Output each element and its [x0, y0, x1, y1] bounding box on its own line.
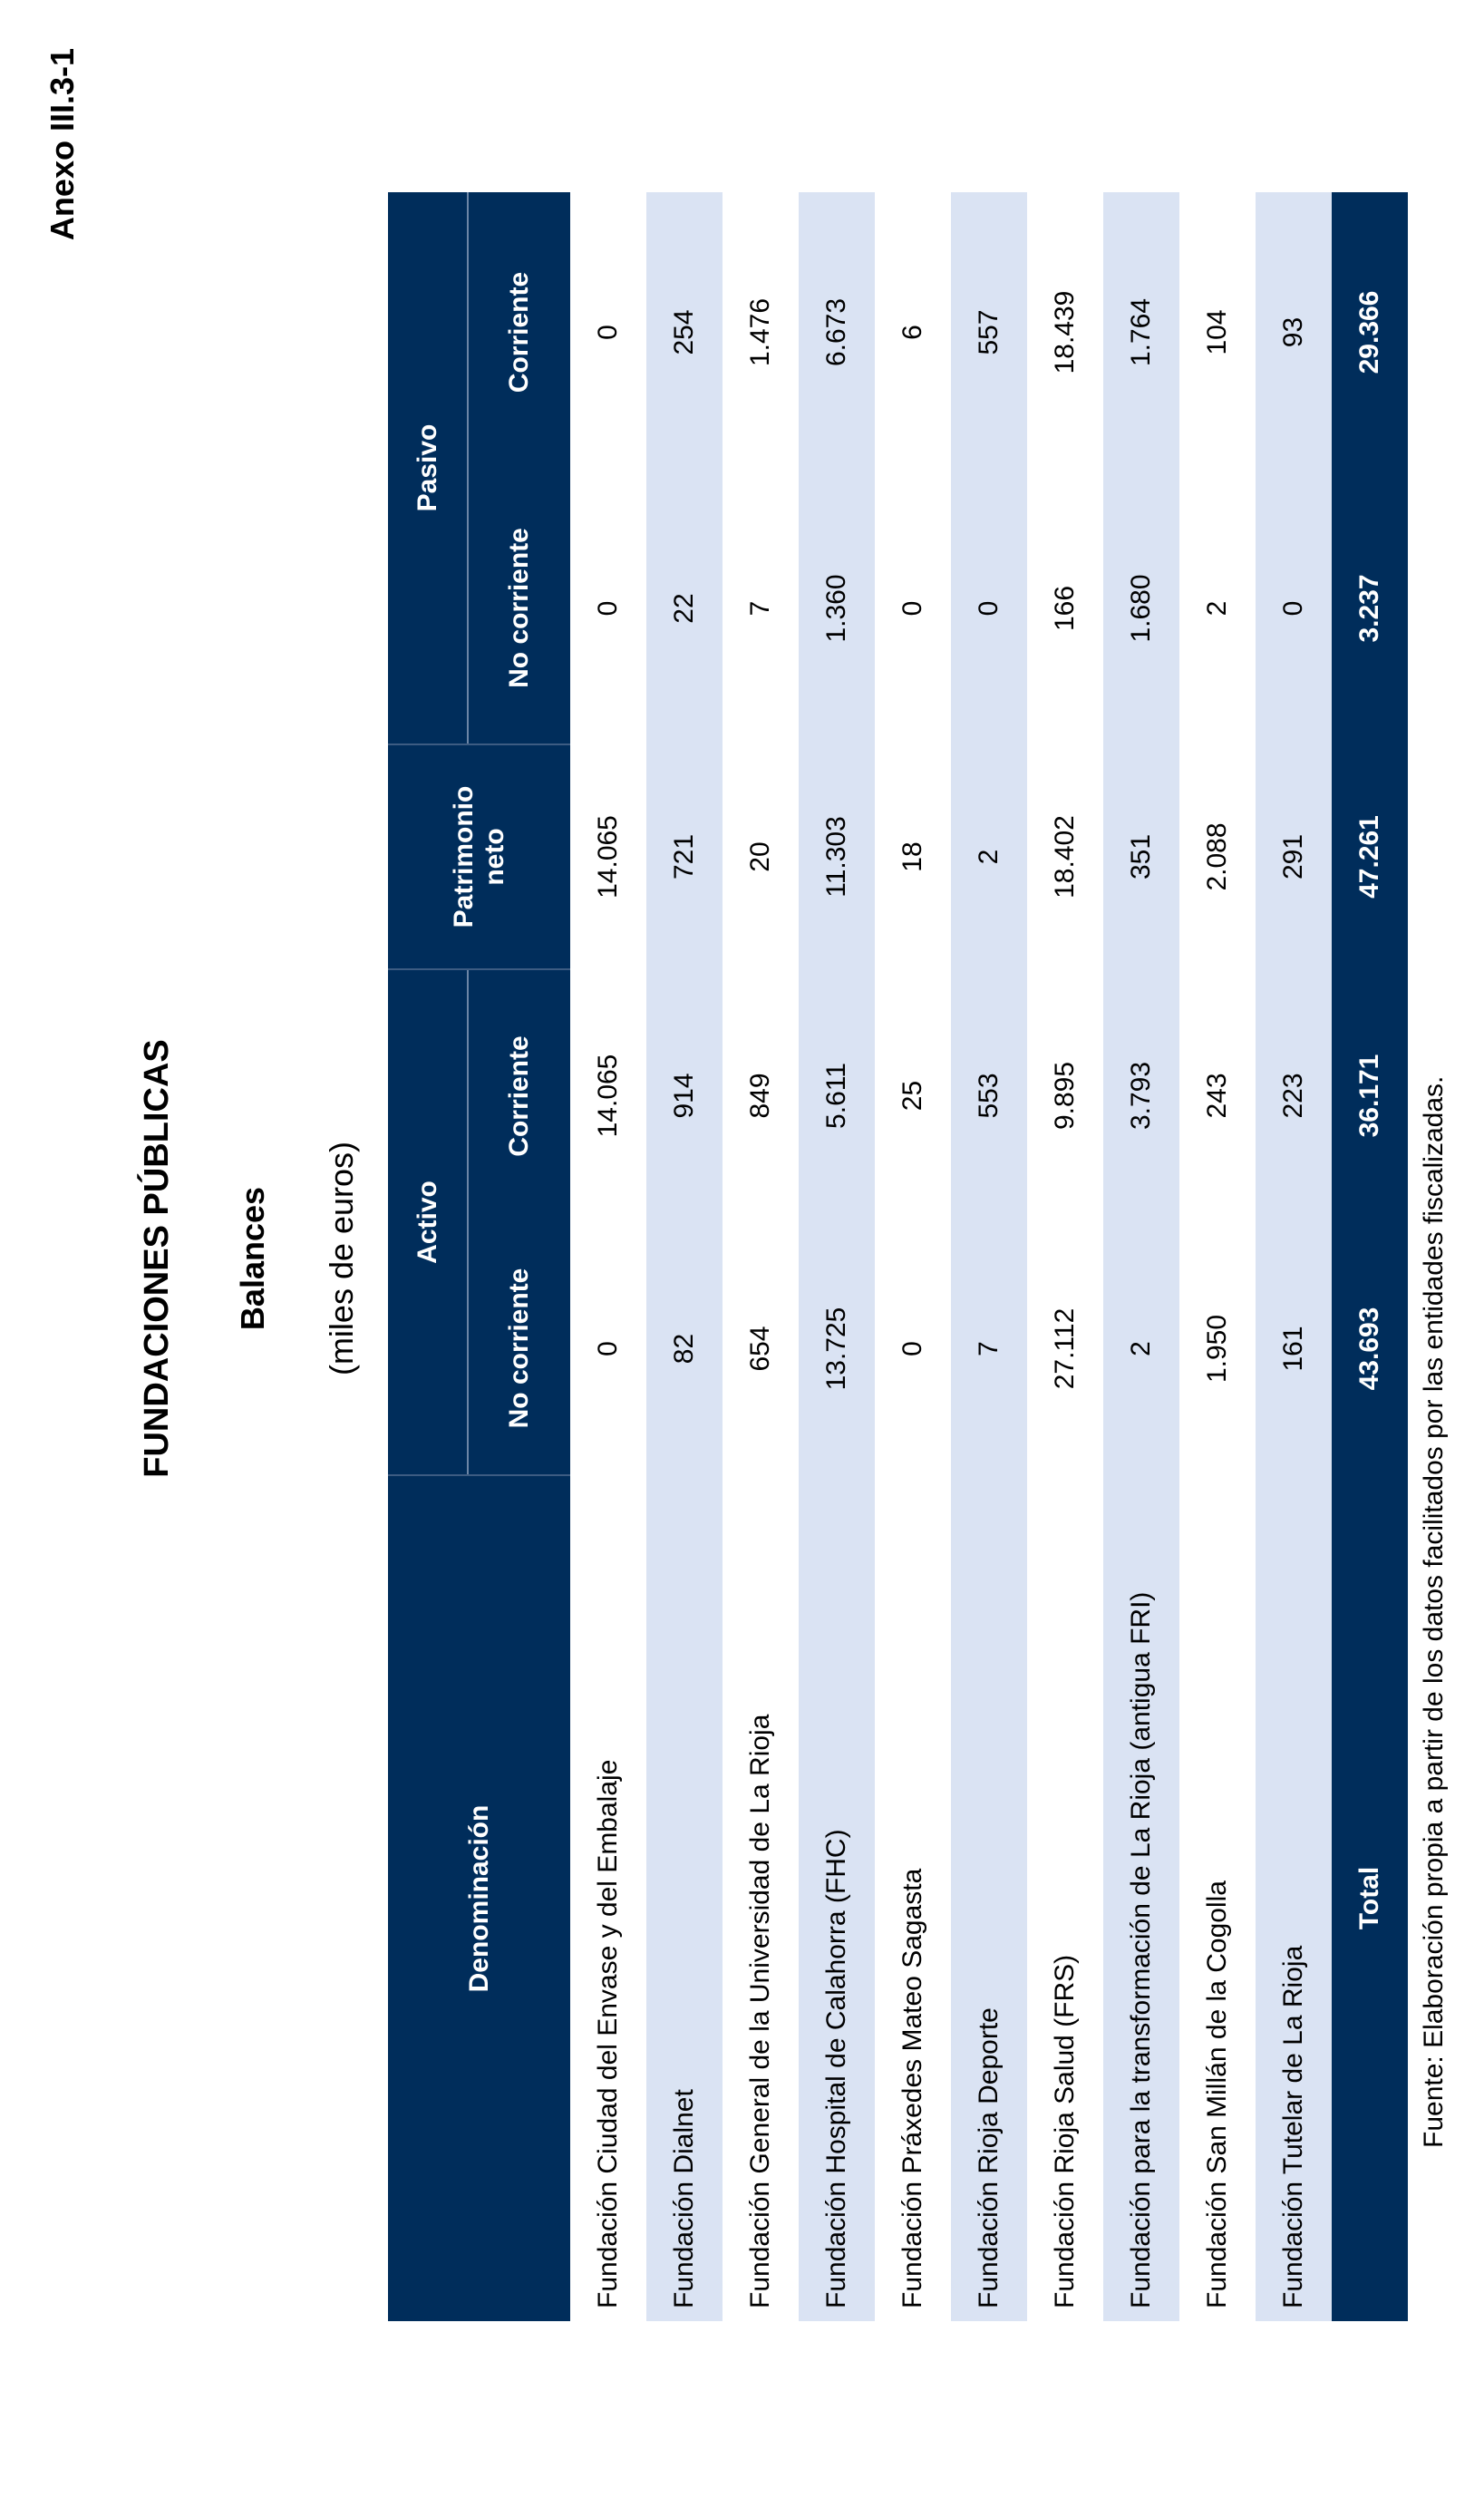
table-row: Fundación Rioja Deporte 7 553 2 0 557 — [951, 192, 1027, 2321]
name-cell: Fundación Rioja Salud (FRS) — [1050, 1954, 1080, 2308]
value-cell: 0 — [951, 472, 1027, 744]
value-cell: 1.360 — [799, 472, 875, 744]
total-value: 47.261 — [1332, 744, 1408, 969]
value-cell: 3.793 — [1103, 969, 1179, 1222]
value-cell: 18 — [897, 841, 927, 872]
name-cell: Fundación para la transformación de La R… — [1103, 1475, 1179, 2321]
total-value: 43.693 — [1332, 1222, 1408, 1475]
table-row: Fundación Tutelar de La Rioja 161 223 291 0 9… — [1256, 192, 1332, 2321]
value-cell: 166 — [1050, 585, 1080, 632]
value-cell: 849 — [745, 1073, 775, 1119]
table-row: Fundación Rioja Salud (FRS) 27.112 9.895 18… — [1027, 192, 1103, 2321]
subheader-cell: No corriente — [468, 472, 570, 744]
value-cell: 7 — [951, 1222, 1027, 1475]
value-cell: 27.112 — [1050, 1307, 1080, 1390]
name-cell: Fundación Ciudad del Envase y del Embala… — [593, 1759, 623, 2308]
value-cell: 1.950 — [1202, 1314, 1232, 1384]
value-cell: 553 — [951, 969, 1027, 1222]
name-cell: Fundación Práxedes Mateo Sagasta — [897, 1868, 927, 2308]
value-cell: 82 — [646, 1222, 723, 1475]
value-cell: 0 — [593, 325, 623, 340]
header-cell: Denominación — [388, 1475, 570, 2321]
table-row: Fundación General de la Universidad de L… — [723, 192, 799, 2321]
total-value: 29.366 — [1332, 192, 1408, 472]
value-cell: 1.476 — [745, 297, 775, 367]
value-cell: 0 — [593, 600, 623, 617]
value-cell: 291 — [1256, 744, 1332, 969]
subheader-cell: Corriente — [468, 969, 570, 1222]
name-cell: Fundación Hospital de Calahorra (FHC) — [799, 1475, 875, 2321]
name-cell: Fundación Dialnet — [646, 1475, 723, 2321]
header-cell: Patrimonio neto — [388, 744, 570, 969]
subtitle: Balances — [234, 1186, 271, 1331]
value-cell: 6 — [897, 325, 927, 340]
total-value: 36.171 — [1332, 969, 1408, 1222]
value-cell: 20 — [745, 841, 775, 872]
value-cell: 18.439 — [1050, 290, 1080, 374]
value-cell: 2 — [1202, 600, 1232, 617]
balance-table: Denominación Activo Patrimonio neto Pasi… — [388, 192, 1408, 2321]
table-row: Fundación San Millán de la Cogolla 1.950 2… — [1179, 192, 1256, 2321]
value-cell: 11.303 — [799, 744, 875, 969]
name-cell: Fundación San Millán de la Cogolla — [1202, 1880, 1232, 2308]
value-cell: 22 — [646, 472, 723, 744]
value-cell: 9.895 — [1050, 1061, 1080, 1131]
value-cell: 1.764 — [1103, 192, 1179, 472]
value-cell: 223 — [1256, 969, 1332, 1222]
name-cell: Fundación Tutelar de La Rioja — [1256, 1475, 1332, 2321]
subheader-cell: No corriente — [468, 1222, 570, 1475]
value-cell: 25 — [897, 1080, 927, 1112]
total-label: Total — [1332, 1475, 1408, 2321]
value-cell: 654 — [745, 1326, 775, 1372]
value-cell: 104 — [1202, 309, 1232, 355]
value-cell: 0 — [593, 1341, 623, 1356]
value-cell: 14.065 — [593, 815, 623, 899]
value-cell: 2.088 — [1202, 822, 1232, 891]
total-value: 3.237 — [1332, 472, 1408, 744]
value-cell: 351 — [1103, 744, 1179, 969]
value-cell: 254 — [646, 192, 723, 472]
value-cell: 6.673 — [799, 192, 875, 472]
table-row: Fundación Dialnet 82 914 721 22 254 — [646, 192, 723, 2321]
value-cell: 93 — [1256, 192, 1332, 472]
value-cell: 0 — [1256, 472, 1332, 744]
units: (miles de euros) — [323, 1141, 360, 1376]
table-row: Fundación Ciudad del Envase y del Embala… — [570, 192, 646, 2321]
value-cell: 5.611 — [799, 969, 875, 1222]
name-cell: Fundación General de la Universidad de L… — [745, 1714, 775, 2308]
value-cell: 13.725 — [799, 1222, 875, 1475]
value-cell: 1.680 — [1103, 472, 1179, 744]
value-cell: 557 — [951, 192, 1027, 472]
table-row: Fundación Hospital de Calahorra (FHC) 13.… — [799, 192, 875, 2321]
value-cell: 7 — [745, 600, 775, 617]
table-row: Fundación Práxedes Mateo Sagasta 0 25 18 0 6 — [875, 192, 951, 2321]
table-row: Fundación para la transformación de La R… — [1103, 192, 1179, 2321]
value-cell: 2 — [1103, 1222, 1179, 1475]
annex-label: Anexo III.3-1 — [44, 48, 81, 241]
value-cell: 0 — [897, 600, 927, 617]
total-row: Total 43.693 36.171 47.261 3.237 29.366 — [1332, 192, 1408, 2321]
value-cell: 0 — [897, 1341, 927, 1356]
header-text: Patrimonio neto — [448, 785, 509, 928]
value-cell: 721 — [646, 744, 723, 969]
value-cell: 18.402 — [1050, 815, 1080, 899]
value-cell: 2 — [951, 744, 1027, 969]
header-cell: Pasivo — [388, 192, 468, 744]
header-cell: Activo — [388, 969, 468, 1475]
value-cell: 14.065 — [593, 1054, 623, 1138]
value-cell: 161 — [1256, 1222, 1332, 1475]
name-cell: Fundación Rioja Deporte — [951, 1475, 1027, 2321]
value-cell: 914 — [646, 969, 723, 1222]
value-cell: 243 — [1202, 1073, 1232, 1119]
source-note: Fuente: Elaboración propia a partir de l… — [1419, 1075, 1449, 2148]
title: FUNDACIONES PÚBLICAS — [138, 1039, 176, 1478]
subheader-cell: Corriente — [468, 192, 570, 472]
